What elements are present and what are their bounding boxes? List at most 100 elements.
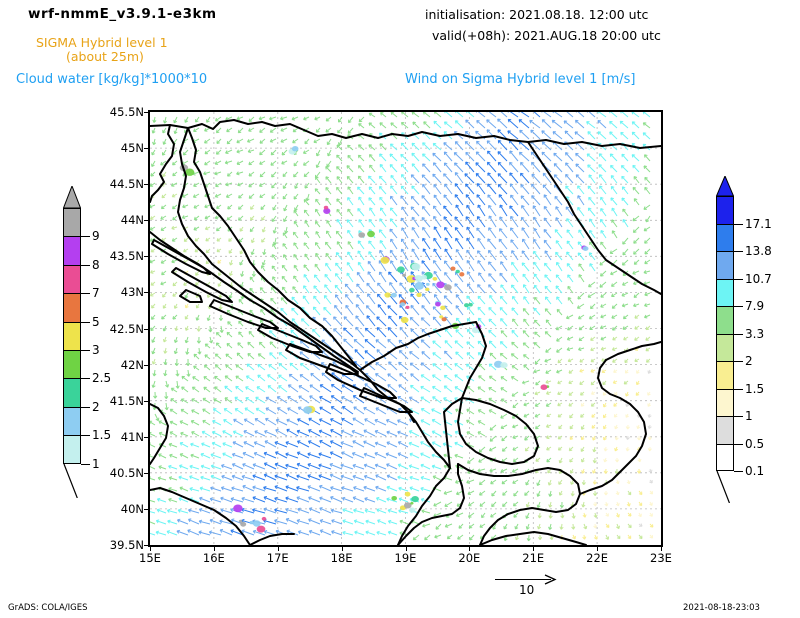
colorbar-tick — [734, 388, 743, 390]
scale-arrow-label: 10 — [519, 583, 535, 597]
footer-timestamp: 2021-08-18-23:03 — [683, 603, 760, 613]
colorbar-segment — [716, 361, 734, 389]
colorbar-tick — [81, 350, 90, 351]
colorbar-segment — [716, 333, 734, 361]
x-axis-tick — [277, 545, 279, 551]
colorbar-tick — [81, 435, 90, 437]
colorbar-tick-label: 2 — [745, 354, 753, 368]
colorbar-tick — [734, 416, 743, 417]
colorbar-tick — [81, 236, 90, 238]
y-axis-tick — [144, 545, 150, 546]
y-axis-tick — [144, 328, 150, 330]
y-axis-label: 40N — [120, 501, 144, 516]
colorbar-tick-label: 7.9 — [745, 299, 765, 313]
y-axis-tick — [144, 220, 150, 222]
y-axis-label: 45N — [120, 141, 144, 156]
scale-arrow-head — [544, 574, 557, 585]
colorbar-segment — [63, 406, 81, 436]
colorbar-tick — [734, 306, 743, 307]
level-line-1: SIGMA Hybrid level 1 — [36, 35, 168, 50]
colorbar-tick-label: 9 — [92, 229, 100, 244]
y-axis-label: 43N — [120, 285, 144, 300]
level-line-2: (about 25m) — [66, 49, 144, 64]
x-axis-tick — [405, 545, 407, 551]
y-axis-tick — [144, 148, 150, 150]
colorbar-tick-label: 1.5 — [745, 381, 765, 396]
colorbar-tick — [81, 293, 90, 295]
y-axis-tick — [144, 472, 150, 474]
y-axis-tick — [144, 292, 150, 294]
valid-time: valid(+08h): 2021.AUG.18 20:00 utc — [432, 28, 661, 43]
colorbar-segment — [63, 435, 81, 464]
colorbar-tick — [734, 223, 743, 225]
colorbar-tick-label: 1 — [92, 456, 100, 471]
colorbar-tick — [734, 471, 743, 472]
colorbar-tick-label: 13.8 — [745, 244, 772, 258]
colorbar-segment — [716, 443, 734, 471]
colorbar-tick-label: 7 — [92, 286, 100, 301]
y-axis-tick — [144, 184, 150, 186]
x-axis-label: 18E — [330, 551, 353, 565]
colorbar-tick-label: 3 — [92, 343, 100, 357]
x-axis-label: 21E — [522, 551, 545, 565]
y-axis-label: 41.5N — [109, 393, 144, 408]
colorbar-tick — [81, 463, 90, 465]
y-axis-label: 44.5N — [109, 177, 144, 192]
y-axis-tick — [144, 364, 150, 366]
y-axis-tick — [144, 436, 150, 438]
colorbar-tick — [734, 443, 743, 445]
colorbar-tail — [63, 463, 78, 498]
x-axis-label: 23E — [650, 551, 672, 565]
model-title: wrf-nmmE_v3.9.1-e3km — [28, 6, 217, 22]
colorbar-segment — [716, 251, 734, 279]
colorbar-segment — [63, 208, 81, 237]
y-axis-label: 40.5N — [109, 465, 144, 480]
cloud-water-field-label: Cloud water [kg/kg]*1000*10 — [16, 72, 208, 87]
x-axis-tick — [661, 545, 662, 551]
map-plot-area[interactable] — [148, 110, 663, 547]
y-axis-tick — [144, 400, 150, 402]
y-axis-label: 44N — [120, 213, 144, 228]
colorbar-tick — [81, 321, 90, 323]
colorbar-segment — [63, 350, 81, 379]
colorbar-tick — [734, 361, 743, 362]
colorbar-segment — [716, 388, 734, 416]
colorbar-segment — [716, 278, 734, 306]
colorbar-tick — [81, 406, 90, 408]
colorbar-tick-label: 0.1 — [745, 464, 765, 478]
y-axis-label: 43.5N — [109, 249, 144, 264]
colorbar-segment — [63, 264, 81, 294]
y-axis-tick — [144, 508, 150, 510]
x-axis-tick — [597, 545, 599, 551]
initialisation-time: initialisation: 2021.08.18. 12:00 utc — [425, 7, 649, 22]
wind-vector-field — [150, 112, 654, 542]
coastline-and-borders — [150, 119, 661, 545]
colorbar-tick — [734, 333, 743, 335]
colorbar-tick-label: 17.1 — [745, 216, 772, 231]
colorbar-tick — [81, 378, 90, 380]
x-axis-tick — [533, 545, 535, 551]
colorbar-tail — [716, 471, 730, 503]
colorbar-tick-label: 0.5 — [745, 436, 765, 451]
x-axis-label: 20E — [458, 551, 481, 565]
colorbar-segment — [716, 416, 734, 444]
scale-arrow-line — [495, 579, 551, 580]
y-axis-tick — [144, 256, 150, 258]
colorbar-arrow-top — [63, 186, 81, 208]
colorbar-tick-label: 10.7 — [745, 271, 772, 286]
x-axis-tick — [469, 545, 471, 551]
colorbar-tick-label: 2.5 — [92, 371, 112, 386]
colorbar-tick-label: 2 — [92, 399, 100, 414]
colorbar-tick-label: 1 — [745, 409, 753, 423]
x-axis-label: 19E — [394, 551, 417, 565]
level-annotation: SIGMA Hybrid level 1 (about 25m) — [36, 36, 168, 64]
y-axis-label: 39.5N — [109, 538, 144, 552]
x-axis-tick — [341, 545, 343, 551]
colorbar-segment — [63, 293, 81, 322]
colorbar-segment — [716, 196, 734, 224]
y-axis-tick — [144, 112, 150, 113]
colorbar-tick-label: 5 — [92, 314, 100, 329]
colorbar-segment — [63, 236, 81, 265]
map-canvas — [150, 112, 661, 545]
footer-credit: GrADS: COLA/IGES — [8, 603, 88, 613]
